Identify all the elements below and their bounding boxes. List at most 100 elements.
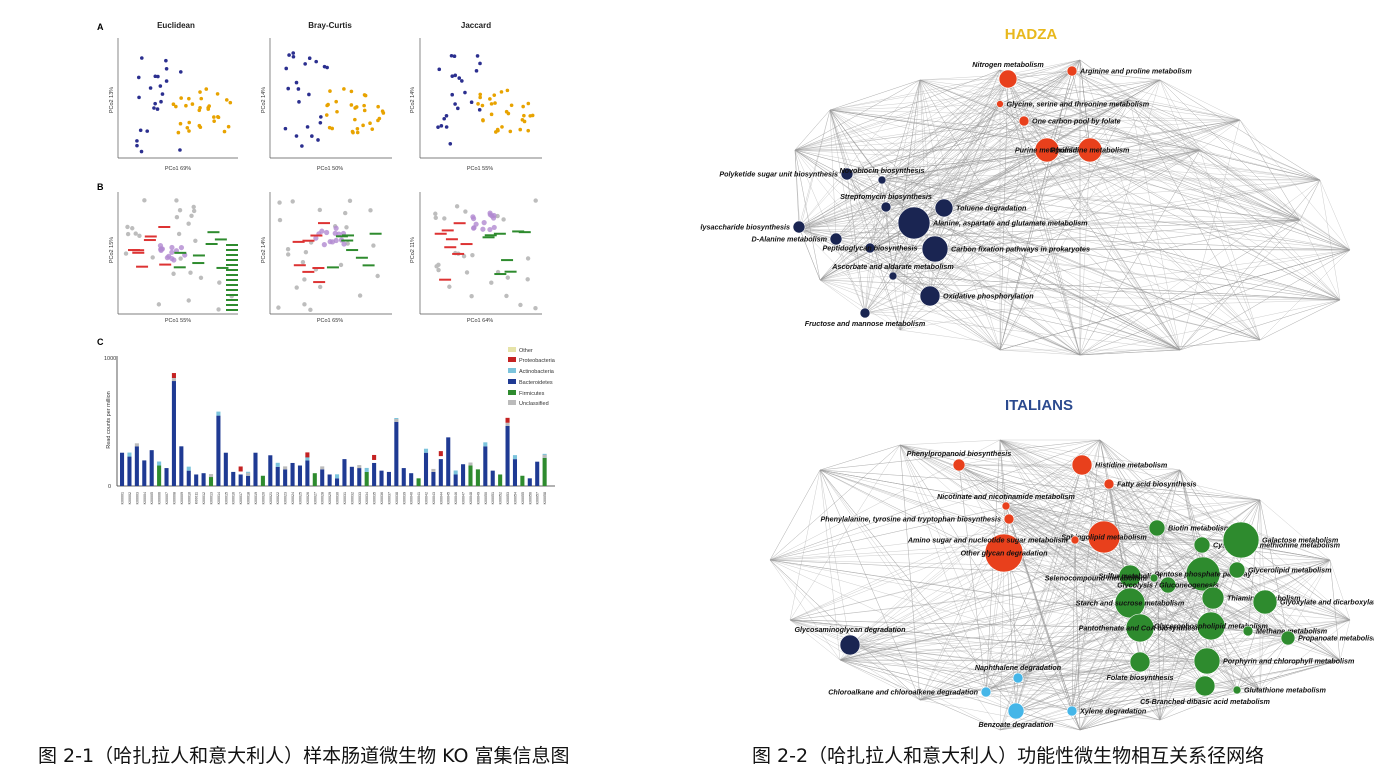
network-edge xyxy=(1079,59,1181,351)
bar-category-label: K00056 xyxy=(528,492,532,504)
bar-segment xyxy=(372,454,377,460)
scatter-point-hadza xyxy=(318,120,323,125)
network-edge xyxy=(985,691,1081,731)
node-c5-branched-dibasic-acid-metabolism xyxy=(1194,675,1216,697)
bar-category-label: K00029 xyxy=(328,492,332,504)
network-edge xyxy=(1259,499,1289,639)
node-purine-metabolism xyxy=(1034,137,1060,163)
network-edge xyxy=(999,103,1081,356)
bar-segment xyxy=(505,417,510,423)
panel-a-ylabel-2: PCo2 14% xyxy=(261,87,267,113)
network-edge xyxy=(799,79,1161,231)
bar xyxy=(283,469,288,486)
network-edge xyxy=(1339,619,1351,661)
scatter-point-italian xyxy=(518,127,523,132)
panel-a-ylabel-1: PCo2 13% xyxy=(109,87,115,113)
scatter-point-sample xyxy=(357,293,363,298)
network-edge xyxy=(1008,499,1261,520)
network-edge xyxy=(769,559,1155,579)
node-label-phenylalanine-tyrosine-and-tryptophan-biosynthesis: Phenylalanine, tyrosine and tryptophan b… xyxy=(820,515,1001,524)
scatter-point-italian xyxy=(171,102,176,106)
ko-annotation-green xyxy=(226,259,238,261)
ko-annotation-green xyxy=(226,244,238,246)
network-edge xyxy=(798,222,915,228)
network-edge xyxy=(1071,536,1105,712)
node-label-porphyrin-and-chlorophyll-metabolism: Porphyrin and chlorophyll metabolism xyxy=(1223,657,1355,666)
network-edge xyxy=(1071,527,1158,712)
bar-segment xyxy=(305,456,310,461)
scatter-point-italian xyxy=(179,96,183,100)
node-label-xylene-degradation: Xylene degradation xyxy=(1079,707,1147,716)
network-edge xyxy=(829,109,1321,181)
network-edge xyxy=(789,444,901,621)
network-edge xyxy=(1089,149,1261,341)
network-edge xyxy=(913,120,1025,224)
bar-segment xyxy=(157,461,162,466)
bar-category-label: K00057 xyxy=(536,492,540,504)
network-edge xyxy=(899,444,1155,579)
bar xyxy=(349,466,354,486)
network-edge xyxy=(999,103,1341,301)
network-edge xyxy=(1079,59,1201,151)
node-phenylalanine-tyrosine-and-tryptophan-biosynthesis xyxy=(1003,513,1015,525)
network-edge xyxy=(958,464,1155,579)
network-edge xyxy=(798,79,1161,228)
network-edge xyxy=(1287,619,1351,639)
network-edge xyxy=(794,103,1001,151)
scatter-point-italian xyxy=(324,113,329,117)
scatter-point-ko xyxy=(487,210,493,216)
bar-segment xyxy=(134,443,139,447)
scatter-point-italian xyxy=(355,126,360,131)
ko-annotation-green xyxy=(326,266,339,269)
bar-category-label: K00039 xyxy=(402,492,406,504)
scatter-point-italian xyxy=(526,101,531,106)
scatter-point-sample xyxy=(533,306,538,311)
network-edge xyxy=(835,179,883,240)
scatter-point-hadza xyxy=(153,101,157,106)
network-edge xyxy=(943,120,1025,209)
network-edge xyxy=(1259,499,1331,561)
node-label-novobiocin-biosynthesis: Novobiocin biosynthesis xyxy=(839,166,924,175)
panel-b-ylabel-1: PCo2 15% xyxy=(109,237,115,263)
bar-segment xyxy=(320,466,325,470)
network-edge xyxy=(881,59,1081,181)
network-edge xyxy=(846,173,1321,181)
network-edge xyxy=(1079,559,1331,731)
network-edge xyxy=(798,149,1091,228)
scatter-point-hadza xyxy=(444,125,449,129)
network-edge xyxy=(1017,575,1131,679)
scatter-point-sample xyxy=(123,251,129,256)
network-edge xyxy=(799,179,883,231)
scatter-point-italian xyxy=(187,96,191,101)
bar-segment xyxy=(431,468,436,472)
network-edge xyxy=(794,120,1025,151)
scatter-point-ko xyxy=(341,241,347,247)
node-one-carbon-pool-by-folate xyxy=(1018,115,1030,127)
network-edge xyxy=(869,247,1181,351)
node-polyketide-sugar-unit-biosynthesis xyxy=(840,167,854,181)
network-edge xyxy=(999,660,1208,731)
network-edge xyxy=(794,70,1073,151)
ko-annotation-green xyxy=(501,259,514,262)
network-edge xyxy=(819,469,1017,712)
network-edge xyxy=(869,179,1321,249)
network-edge xyxy=(919,661,1141,701)
bar-category-label: K00033 xyxy=(358,492,362,504)
network-edge xyxy=(1103,469,1181,538)
scatter-point-ko xyxy=(329,239,336,245)
network-edge xyxy=(1071,70,1301,221)
network-edge xyxy=(999,710,1073,731)
network-edge xyxy=(929,295,1181,351)
node-label-sphingolipid-metabolism: Sphingolipid metabolism xyxy=(1061,533,1147,542)
network-edge xyxy=(1299,179,1321,221)
scatter-point-italian xyxy=(228,100,233,105)
hadza-title: HADZA xyxy=(1005,26,1058,43)
scatter-point-italian xyxy=(489,102,494,106)
network-edge xyxy=(899,444,1076,541)
legend-other: Other xyxy=(519,348,533,354)
ko-annotation-red xyxy=(292,240,305,243)
bar xyxy=(505,425,510,486)
bar-segment xyxy=(483,442,488,447)
scatter-point-ko xyxy=(319,228,325,234)
network-edge xyxy=(913,103,1001,224)
